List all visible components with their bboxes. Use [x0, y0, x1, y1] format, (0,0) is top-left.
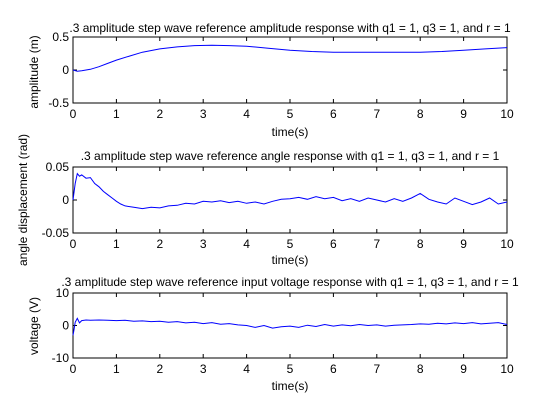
panel-amplitude: .3 amplitude step wave reference amplitu… [27, 21, 514, 139]
x-tick-label: 7 [373, 237, 380, 251]
x-tick-label: 5 [287, 362, 294, 376]
y-axis-label: amplitude (m) [27, 35, 41, 108]
x-tick-label: 2 [156, 237, 163, 251]
y-tick-label: -0.05 [42, 226, 70, 240]
plot-area [72, 292, 508, 359]
x-tick-label: 1 [113, 362, 120, 376]
y-tick-label: 0 [62, 63, 69, 77]
series-line [72, 317, 508, 336]
x-axis-label: time(s) [272, 253, 309, 267]
panel-title: .3 amplitude step wave reference amplitu… [69, 21, 511, 35]
series-line [72, 172, 508, 210]
panel-title: .3 amplitude step wave reference input v… [61, 275, 519, 289]
x-tick-label: 2 [156, 107, 163, 121]
x-tick-label: 5 [287, 237, 294, 251]
x-tick-label: 0 [70, 237, 77, 251]
y-tick-label: 0 [62, 319, 69, 333]
x-tick-label: 5 [287, 107, 294, 121]
x-tick-label: 3 [200, 362, 207, 376]
x-tick-label: 10 [500, 107, 514, 121]
x-tick-label: 0 [70, 362, 77, 376]
y-tick-label: 10 [56, 286, 70, 300]
x-tick-label: 3 [200, 237, 207, 251]
y-tick-label: 0.5 [52, 30, 69, 44]
x-tick-label: 2 [156, 362, 163, 376]
x-tick-label: 8 [417, 107, 424, 121]
x-tick-label: 6 [330, 362, 337, 376]
x-tick-label: 4 [243, 107, 250, 121]
panel-voltage: .3 amplitude step wave reference input v… [27, 275, 519, 393]
x-tick-label: 8 [417, 237, 424, 251]
series-line [72, 44, 508, 72]
x-tick-label: 6 [330, 237, 337, 251]
x-tick-label: 1 [113, 107, 120, 121]
y-tick-label: 0.05 [46, 160, 70, 174]
x-tick-label: 7 [373, 362, 380, 376]
x-tick-label: 9 [460, 237, 467, 251]
y-axis-label: voltage (V) [27, 297, 41, 355]
x-tick-label: 4 [243, 237, 250, 251]
x-tick-label: 0 [70, 107, 77, 121]
x-tick-label: 8 [417, 362, 424, 376]
panel-angle: .3 amplitude step wave reference angle r… [16, 134, 514, 267]
x-tick-label: 9 [460, 362, 467, 376]
panel-title: .3 amplitude step wave reference angle r… [81, 149, 500, 163]
x-axis-label: time(s) [272, 125, 309, 139]
y-tick-label: -0.5 [48, 96, 69, 110]
y-tick-label: 0 [62, 193, 69, 207]
plot-area [72, 166, 508, 234]
x-tick-label: 6 [330, 107, 337, 121]
x-tick-label: 1 [113, 237, 120, 251]
x-tick-label: 10 [500, 237, 514, 251]
x-tick-label: 7 [373, 107, 380, 121]
y-axis-label: angle displacement (rad) [16, 134, 30, 266]
axis-ticks: 0 1 2 3 4 5 6 7 8 9 10-0.500.5 [48, 30, 514, 121]
y-tick-label: -10 [52, 351, 70, 365]
x-tick-label: 4 [243, 362, 250, 376]
plot-area [72, 36, 508, 104]
x-tick-label: 3 [200, 107, 207, 121]
x-tick-label: 10 [500, 362, 514, 376]
x-axis-label: time(s) [272, 379, 309, 393]
x-tick-label: 9 [460, 107, 467, 121]
